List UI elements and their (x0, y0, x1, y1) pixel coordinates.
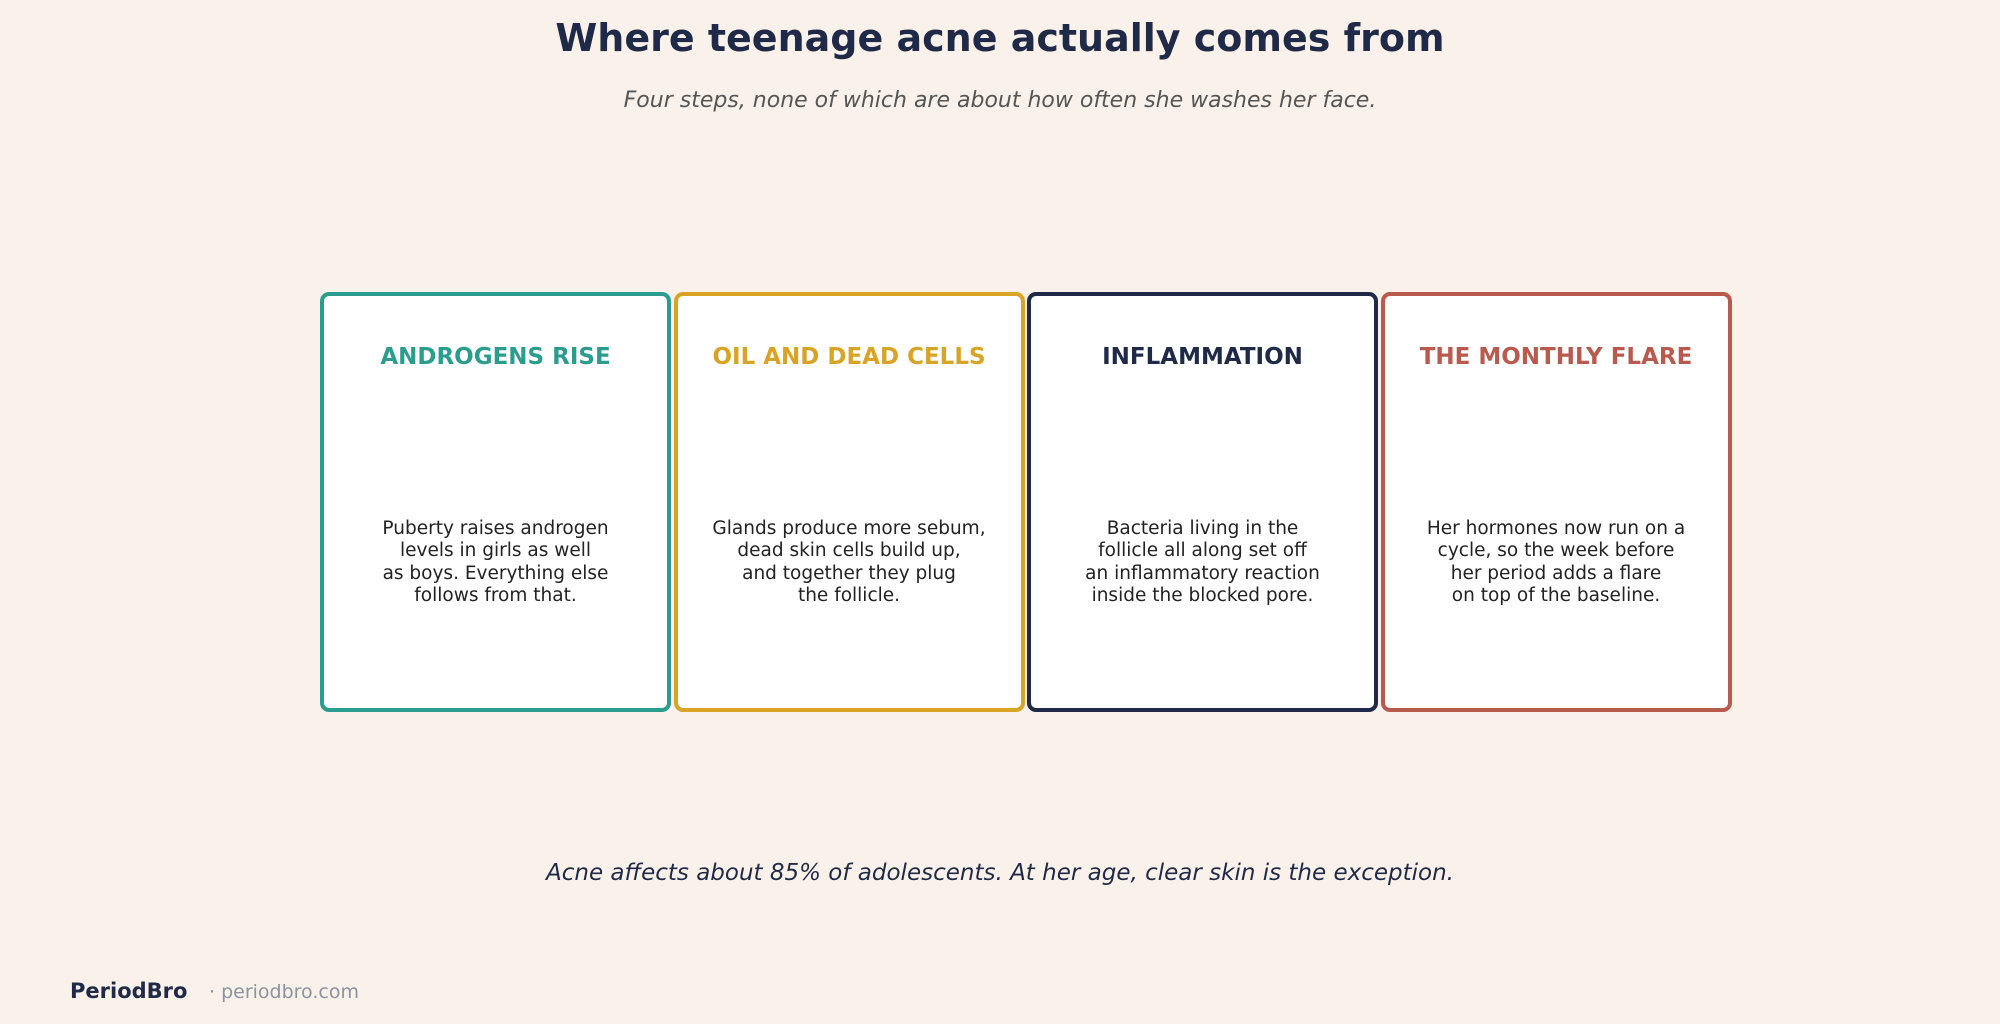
card-body-line: an inflammatory reaction (1085, 562, 1320, 584)
card-title: OIL AND DEAD CELLS (712, 344, 986, 370)
card: OIL AND DEAD CELLS Glands produce more se… (673, 292, 1025, 712)
card-body-line: her period adds a flare (1450, 562, 1662, 584)
card-body: Glands produce more sebum, dead skin cell… (678, 518, 1021, 607)
card: INFLAMMATION Bacteria living in the follic… (1027, 292, 1378, 712)
url: · periodbro.com (209, 981, 359, 1003)
brand: PeriodBro (70, 979, 188, 1003)
card-body-line: dead skin cells build up, (737, 540, 961, 562)
title: Where teenage acne actually comes from (555, 16, 1445, 60)
card-body: Bacteria living in the follicle all along… (1031, 518, 1374, 607)
card-body-line: the follicle. (797, 584, 901, 606)
card-title: THE MONTHLY FLARE (1419, 344, 1693, 370)
card-body-line: follows from that. (414, 584, 577, 606)
note: Acne affects about 85% of adolescents. A… (545, 860, 1454, 886)
card: THE MONTHLY FLARE Her hormones now run on… (1380, 292, 1732, 712)
card-body-line: and together they plug (742, 562, 956, 584)
card-body-line: inside the blocked pore. (1091, 584, 1314, 606)
card-body-line: cycle, so the week before (1437, 540, 1675, 562)
card-body-line: Glands produce more sebum, (712, 518, 986, 539)
card-body-line: Puberty raises androgen (382, 518, 609, 539)
card-body-line: on top of the baseline. (1451, 584, 1661, 606)
card: ANDROGENS RISE Puberty raises androgen lev… (320, 292, 671, 712)
card-body-line: levels in girls as well (399, 540, 592, 562)
card-body: Puberty raises androgen levels in girls a… (324, 518, 667, 607)
card-body-line: follicle all along set off (1098, 540, 1307, 562)
card-body-line: as boys. Everything else (382, 562, 609, 584)
card-title: INFLAMMATION (1102, 344, 1303, 370)
card-body: Her hormones now run on a cycle, so the w… (1385, 518, 1728, 607)
subtitle: Four steps, none of which are about how … (623, 88, 1377, 113)
card-body-line: Her hormones now run on a (1426, 518, 1686, 539)
card-body-line: Bacteria living in the (1106, 518, 1299, 539)
card-title: ANDROGENS RISE (380, 344, 611, 370)
